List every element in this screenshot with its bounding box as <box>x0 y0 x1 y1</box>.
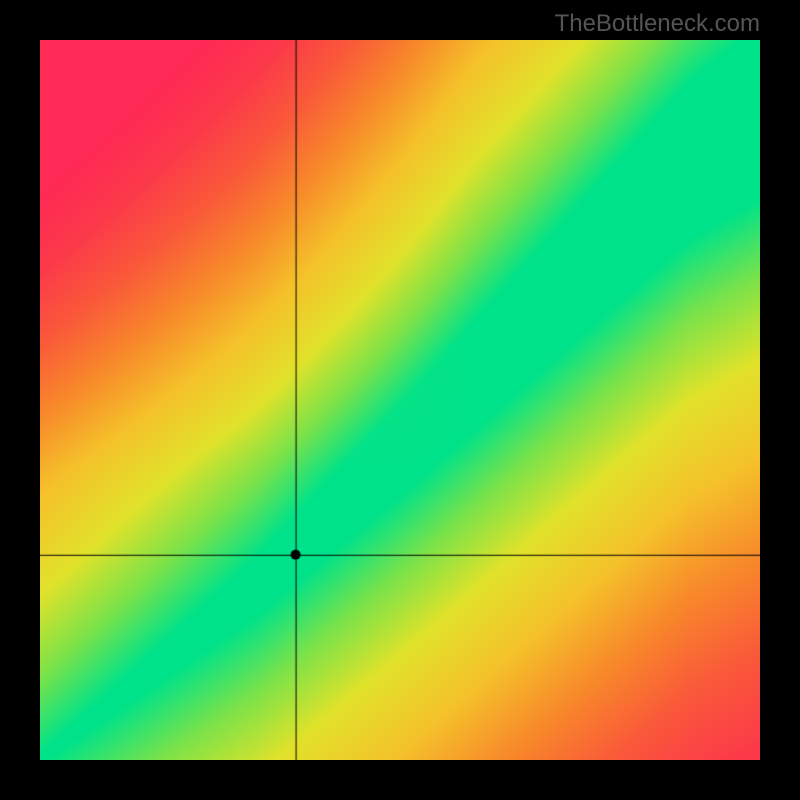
bottleneck-heatmap <box>40 40 760 760</box>
watermark-text: TheBottleneck.com <box>555 10 760 38</box>
stage: TheBottleneck.com <box>0 0 800 800</box>
